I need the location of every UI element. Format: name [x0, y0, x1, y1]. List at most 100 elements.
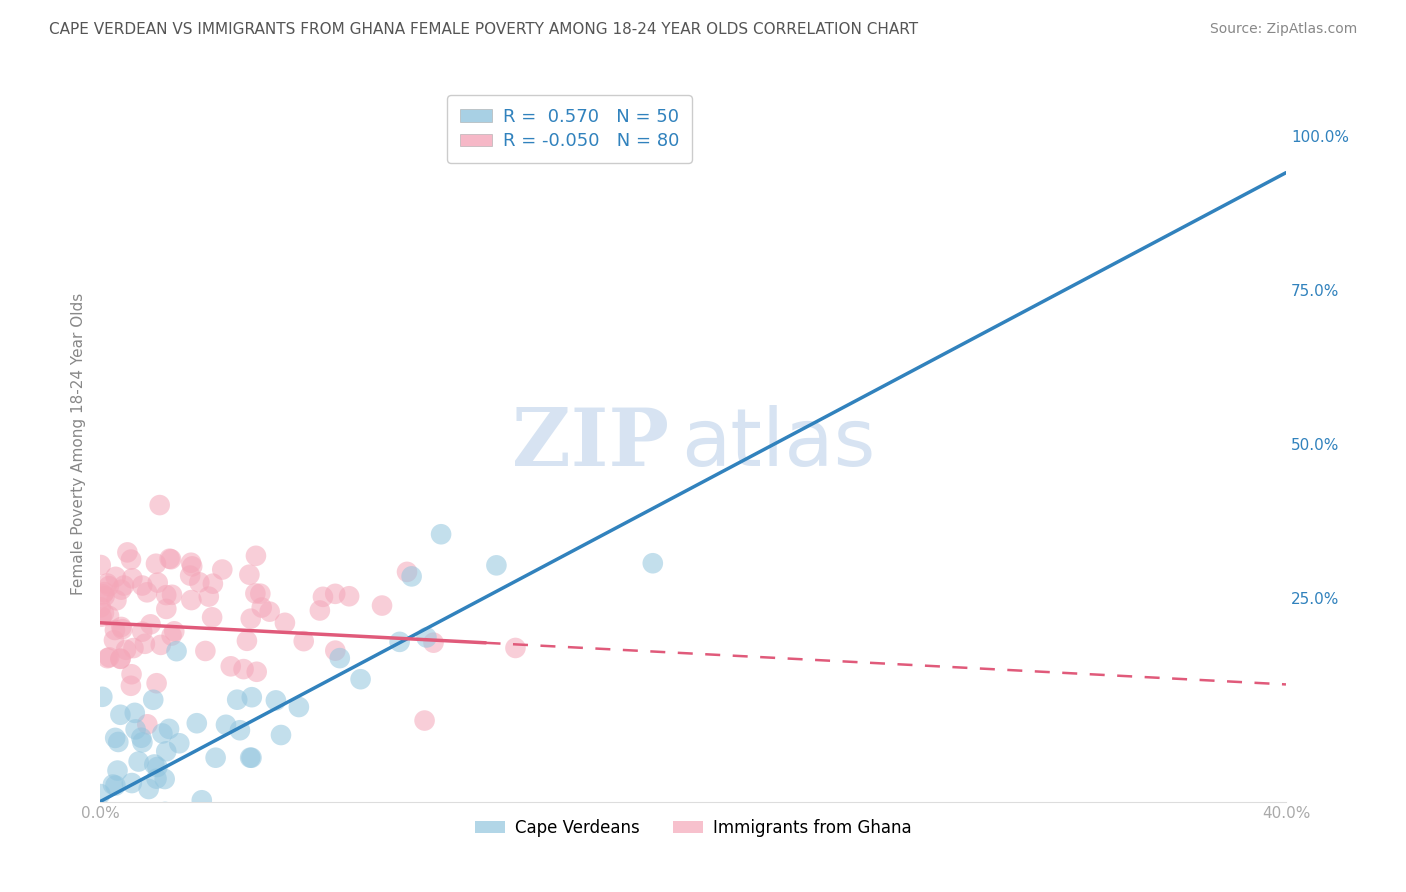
Point: [149, 638, 172, 652]
Point: [145, 772, 167, 786]
Text: Source: ZipAtlas.com: Source: ZipAtlas.com: [1209, 22, 1357, 37]
Point: [107, 764, 129, 778]
Point: [90, 600, 112, 615]
Point: [270, 728, 292, 742]
Point: [121, 776, 143, 790]
Point: [159, 551, 181, 566]
Point: [145, 557, 167, 571]
Point: [169, 736, 191, 750]
Point: [337, 589, 360, 603]
Point: [246, 665, 269, 679]
Point: [110, 652, 132, 666]
Point: [131, 578, 153, 592]
Point: [89, 787, 111, 801]
Point: [128, 755, 150, 769]
Point: [239, 750, 262, 764]
Point: [145, 676, 167, 690]
Point: [422, 635, 444, 649]
Point: [288, 700, 311, 714]
Y-axis label: Female Poverty Among 18-24 Year Olds: Female Poverty Among 18-24 Year Olds: [72, 293, 86, 595]
Point: [149, 498, 172, 512]
Text: CAPE VERDEAN VS IMMIGRANTS FROM GHANA FEMALE POVERTY AMONG 18-24 YEAR OLDS CORRE: CAPE VERDEAN VS IMMIGRANTS FROM GHANA FE…: [49, 22, 918, 37]
Point: [155, 602, 177, 616]
Point: [249, 587, 271, 601]
Point: [122, 641, 145, 656]
Point: [157, 722, 180, 736]
Point: [323, 643, 346, 657]
Point: [96, 651, 118, 665]
Point: [90, 609, 112, 624]
Point: [215, 718, 238, 732]
Point: [274, 615, 297, 630]
Point: [188, 575, 211, 590]
Point: [146, 760, 169, 774]
Point: [117, 545, 139, 559]
Point: [96, 576, 118, 591]
Point: [120, 552, 142, 566]
Point: [138, 782, 160, 797]
Point: [430, 527, 453, 541]
Point: [204, 750, 226, 764]
Point: [90, 558, 112, 572]
Point: [229, 723, 252, 738]
Point: [98, 650, 121, 665]
Point: [485, 558, 508, 573]
Point: [201, 576, 224, 591]
Point: [152, 726, 174, 740]
Point: [160, 629, 183, 643]
Point: [401, 569, 423, 583]
Point: [186, 716, 208, 731]
Point: [166, 644, 188, 658]
Point: [139, 617, 162, 632]
Point: [259, 605, 281, 619]
Point: [124, 723, 146, 737]
Point: [197, 590, 219, 604]
Point: [180, 593, 202, 607]
Point: [232, 662, 254, 676]
Point: [142, 692, 165, 706]
Point: [112, 578, 135, 592]
Point: [413, 714, 436, 728]
Point: [131, 731, 153, 745]
Point: [101, 778, 124, 792]
Point: [240, 750, 263, 764]
Point: [201, 610, 224, 624]
Point: [264, 693, 287, 707]
Point: [143, 757, 166, 772]
Point: [121, 571, 143, 585]
Point: [163, 624, 186, 639]
Point: [90, 824, 112, 838]
Point: [160, 588, 183, 602]
Point: [239, 612, 262, 626]
Point: [312, 590, 335, 604]
Point: [107, 735, 129, 749]
Point: [194, 644, 217, 658]
Text: atlas: atlas: [681, 405, 876, 483]
Point: [236, 633, 259, 648]
Point: [641, 556, 664, 570]
Point: [110, 620, 132, 634]
Point: [219, 659, 242, 673]
Point: [93, 809, 115, 823]
Point: [91, 690, 114, 704]
Point: [395, 565, 418, 579]
Point: [104, 623, 127, 637]
Point: [136, 585, 159, 599]
Point: [349, 672, 371, 686]
Point: [226, 692, 249, 706]
Point: [91, 587, 114, 601]
Point: [111, 622, 134, 636]
Point: [180, 556, 202, 570]
Point: [292, 634, 315, 648]
Point: [124, 706, 146, 720]
Point: [371, 599, 394, 613]
Point: [181, 559, 204, 574]
Point: [245, 549, 267, 563]
Point: [93, 585, 115, 599]
Point: [505, 640, 527, 655]
Point: [211, 563, 233, 577]
Point: [191, 793, 214, 807]
Point: [250, 600, 273, 615]
Point: [153, 805, 176, 819]
Point: [131, 735, 153, 749]
